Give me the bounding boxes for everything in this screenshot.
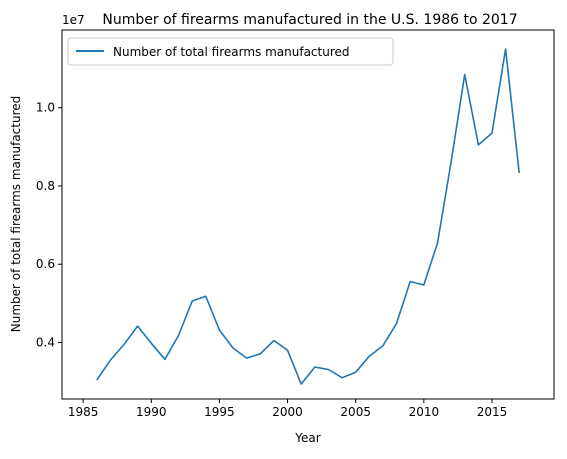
x-tick-label: 2015 bbox=[477, 405, 508, 419]
x-tick-label: 1990 bbox=[136, 405, 167, 419]
x-axis-ticks: 1985 1990 1995 2000 2005 2010 2015 bbox=[68, 399, 507, 419]
y-axis-label: Number of total firearms manufactured bbox=[9, 96, 23, 333]
y-tick-label: 1.0 bbox=[36, 101, 55, 115]
series-line bbox=[96, 48, 520, 385]
y-tick-label: 0.6 bbox=[36, 257, 55, 271]
y-offset-text: 1e7 bbox=[62, 13, 85, 27]
x-axis-label: Year bbox=[294, 431, 320, 445]
y-tick-label: 0.8 bbox=[36, 179, 55, 193]
y-axis-ticks: 0.4 0.6 0.8 1.0 bbox=[36, 101, 62, 349]
plot-area bbox=[62, 30, 554, 399]
y-tick-label: 0.4 bbox=[36, 335, 55, 349]
legend-box bbox=[67, 37, 394, 66]
legend: Number of total firearms manufactured bbox=[67, 37, 394, 66]
series-group bbox=[96, 48, 520, 385]
x-tick-label: 1985 bbox=[68, 405, 99, 419]
x-tick-label: 1995 bbox=[204, 405, 235, 419]
x-tick-label: 2010 bbox=[409, 405, 440, 419]
plot-frame bbox=[61, 29, 555, 400]
x-tick-label: 2005 bbox=[340, 405, 371, 419]
legend-label: Number of total firearms manufactured bbox=[113, 45, 350, 59]
chart-title: Number of firearms manufactured in the U… bbox=[102, 12, 517, 28]
x-tick-label: 2000 bbox=[272, 405, 303, 419]
